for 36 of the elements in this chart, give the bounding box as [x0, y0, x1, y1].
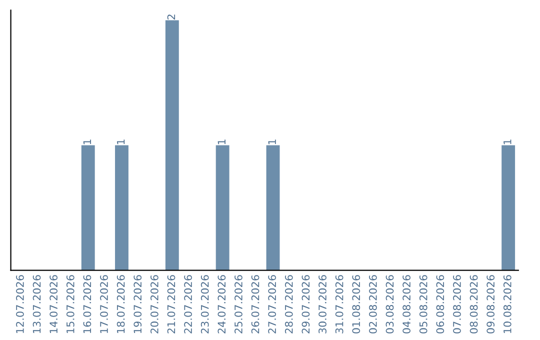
data-label: 1 [268, 140, 276, 144]
x-tick-label: 27.07.2026 [268, 275, 276, 334]
x-tick-label: 01.08.2026 [352, 275, 360, 334]
data-label: 1 [218, 140, 226, 144]
x-tick-label: 24.07.2026 [218, 275, 226, 334]
x-tick-label: 30.07.2026 [318, 275, 326, 334]
x-tick-label: 13.07.2026 [32, 275, 41, 333]
x-tick-label: 21.07.2026 [167, 275, 176, 334]
x-tick-label: 05.08.2026 [419, 275, 428, 334]
x-tick-label: 23.07.2026 [200, 275, 209, 334]
x-tick-label: 28.07.2026 [284, 275, 293, 334]
data-label: 2 [167, 14, 176, 20]
x-tick-label: 02.08.2026 [368, 275, 377, 334]
x-tick-label: 31.07.2026 [335, 275, 344, 334]
data-label: 1 [83, 140, 91, 144]
data-label: 1 [504, 140, 512, 144]
x-tick-label: 09.08.2026 [486, 275, 495, 334]
x-tick-label: 29.07.2026 [302, 275, 310, 334]
x-tick-label: 25.07.2026 [234, 275, 242, 334]
x-tick-label: 17.07.2026 [100, 275, 108, 333]
x-tick-label: 18.07.2026 [116, 275, 125, 333]
x-tick-label: 12.07.2026 [16, 275, 24, 333]
x-tick-label: 20.07.2026 [150, 275, 158, 334]
x-tick-label: 07.08.2026 [453, 275, 461, 334]
x-tick-label: 16.07.2026 [83, 275, 92, 333]
x-tick-label: 08.08.2026 [470, 275, 478, 334]
x-tick-label: 15.07.2026 [66, 275, 74, 333]
x-tick-label: 19.07.2026 [134, 275, 142, 333]
x-tick-label: 10.08.2026 [503, 275, 512, 333]
x-tick-label: 06.08.2026 [436, 275, 444, 334]
x-tick-label: 03.08.2026 [386, 275, 394, 334]
data-label: 1 [117, 140, 125, 144]
x-tick-label: 04.08.2026 [402, 275, 410, 334]
x-tick-label: 26.07.2026 [251, 275, 260, 334]
x-tick-label: 14.07.2026 [50, 275, 58, 333]
x-tick-label: 22.07.2026 [184, 275, 192, 334]
